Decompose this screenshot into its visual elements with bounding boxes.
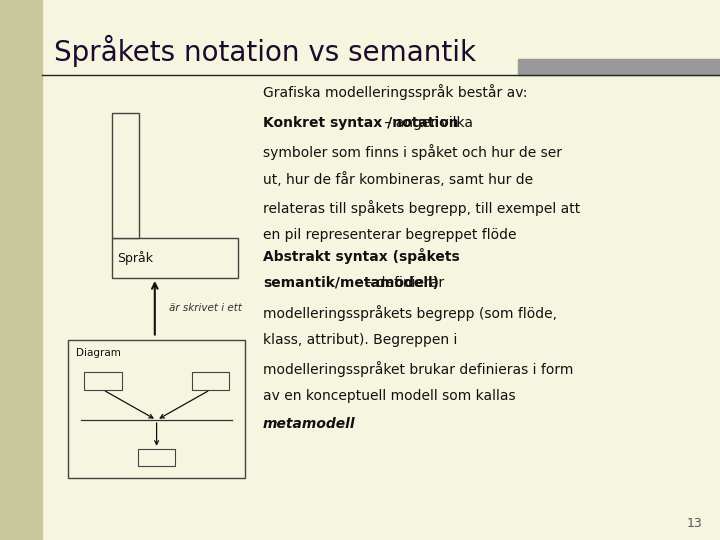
Text: är skrivet i ett: är skrivet i ett [169, 303, 242, 313]
Bar [518, 59, 720, 75]
Text: klass, attribut). Begreppen i: klass, attribut). Begreppen i [263, 333, 457, 347]
Bar [138, 449, 176, 466]
Text: Språkets notation vs semantik: Språkets notation vs semantik [54, 35, 476, 68]
Text: metamodell: metamodell [263, 417, 356, 431]
Bar [112, 238, 238, 278]
Text: – definierar: – definierar [361, 276, 444, 291]
Text: ut, hur de får kombineras, samt hur de: ut, hur de får kombineras, samt hur de [263, 172, 533, 187]
Bar [84, 373, 122, 390]
Text: Språk: Språk [117, 251, 153, 265]
Bar [192, 373, 229, 390]
Text: modelleringsspråket brukar definieras i form: modelleringsspråket brukar definieras i … [263, 361, 573, 377]
Bar [0, 0, 42, 540]
Text: modelleringsspråkets begrepp (som flöde,: modelleringsspråkets begrepp (som flöde, [263, 305, 557, 321]
Text: Abstrakt syntax (spåkets: Abstrakt syntax (spåkets [263, 248, 459, 265]
Text: Diagram: Diagram [76, 348, 120, 359]
Text: symboler som finns i spåket och hur de ser: symboler som finns i spåket och hur de s… [263, 144, 562, 160]
Text: Konkret syntax /notation: Konkret syntax /notation [263, 116, 459, 130]
Text: relateras till spåkets begrepp, till exempel att: relateras till spåkets begrepp, till exe… [263, 200, 580, 217]
Text: av en konceptuell modell som kallas: av en konceptuell modell som kallas [263, 389, 516, 403]
Text: – anger vilka: – anger vilka [380, 116, 473, 130]
Text: 13: 13 [686, 517, 702, 530]
Text: en pil representerar begreppet flöde: en pil representerar begreppet flöde [263, 228, 516, 242]
Text: semantik/metamodell): semantik/metamodell) [263, 276, 438, 291]
Bar [68, 340, 245, 478]
Bar [112, 113, 139, 238]
Text: Grafiska modelleringsspråk består av:: Grafiska modelleringsspråk består av: [263, 84, 527, 100]
